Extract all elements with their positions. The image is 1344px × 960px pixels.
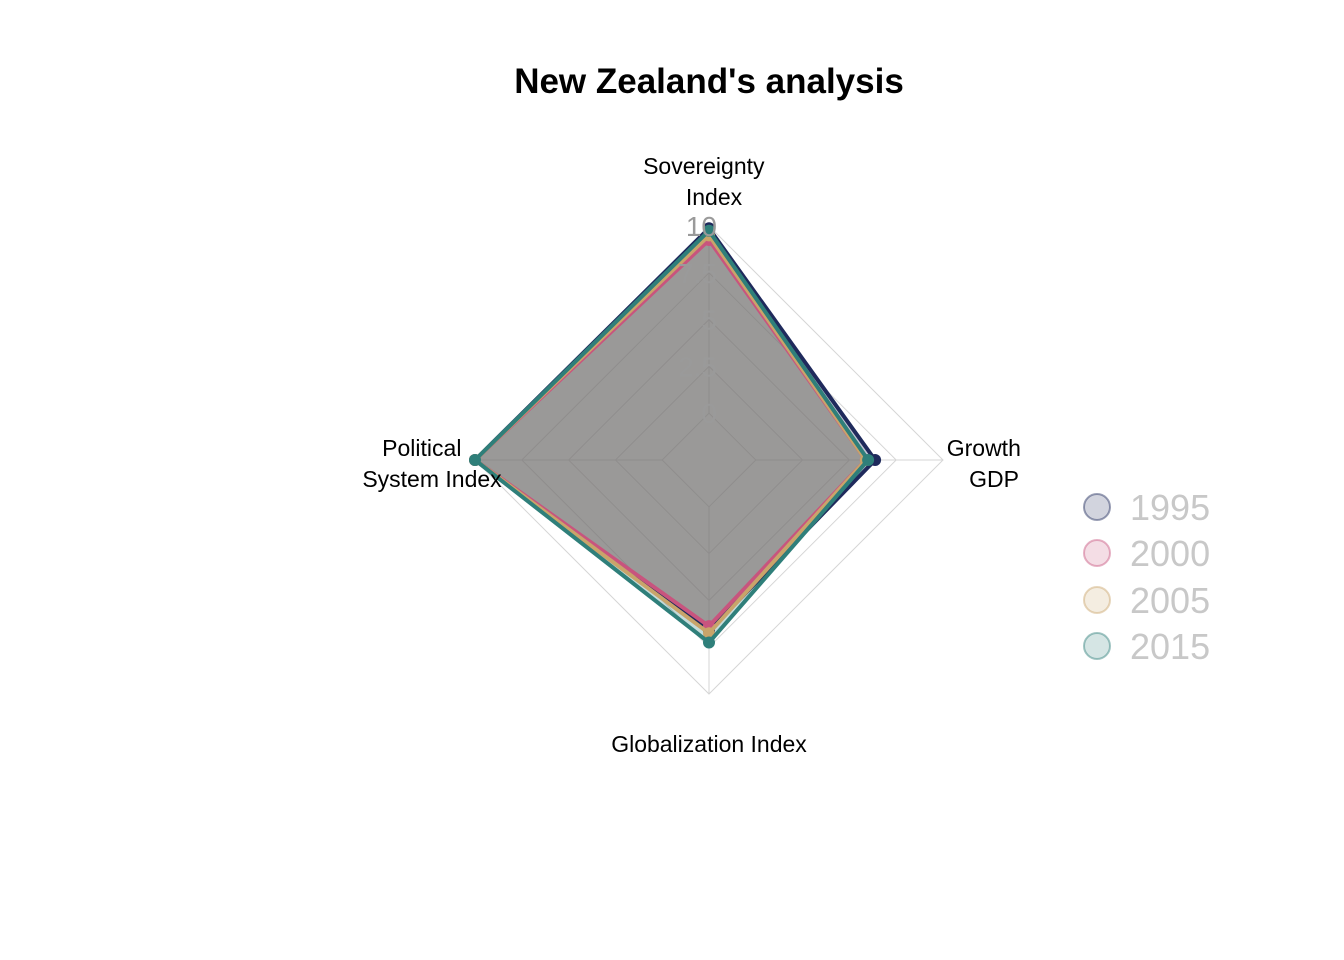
axis-label-globalization-index: Globalization Index (611, 731, 807, 757)
legend-swatch-2005 (1083, 586, 1111, 614)
series-point-2015 (703, 636, 715, 649)
axis-label-line: Growth (947, 435, 1021, 461)
axis-label-line: System Index (362, 466, 502, 492)
series-point-2015 (469, 454, 481, 466)
radial-tick-labels: 0 2.5 5 7.5 10 (678, 211, 717, 429)
legend: 1995 2000 2005 2015 (1083, 487, 1210, 667)
legend-swatch-1995 (1083, 493, 1111, 521)
axis-label-line: GDP (969, 466, 1019, 492)
legend-label-2000: 2000 (1130, 533, 1210, 574)
axis-label-growth-gdp: Growth GDP (947, 435, 1028, 492)
legend-swatch-2000 (1083, 539, 1111, 567)
tick-label: 5 (701, 305, 717, 336)
radar-series (469, 222, 882, 649)
tick-label: 10 (686, 211, 717, 242)
axis-label-line: Globalization Index (611, 731, 807, 757)
series-point-2015 (703, 224, 715, 237)
series-area-2015 (475, 230, 869, 643)
axis-label-political-system-index: Political System Index (362, 435, 502, 492)
axis-label-sovereignty-index: Sovereignty Index (643, 153, 771, 210)
series-area-2000 (475, 240, 866, 627)
tick-label: 7.5 (678, 258, 717, 289)
axis-label-line: Political (382, 435, 461, 461)
legend-swatch-2015 (1083, 632, 1111, 660)
series-area-2005 (475, 235, 866, 634)
legend-label-1995: 1995 (1130, 487, 1210, 528)
tick-label: 2.5 (678, 351, 717, 382)
tick-label: 0 (701, 398, 717, 429)
axis-label-line: Index (686, 184, 743, 210)
chart-title: New Zealand's analysis (514, 62, 904, 101)
axis-label-line: Sovereignty (643, 153, 765, 179)
legend-label-2015: 2015 (1130, 626, 1210, 667)
legend-label-2005: 2005 (1130, 580, 1210, 621)
radar-grid (474, 225, 944, 695)
series-point-2015 (862, 454, 875, 466)
